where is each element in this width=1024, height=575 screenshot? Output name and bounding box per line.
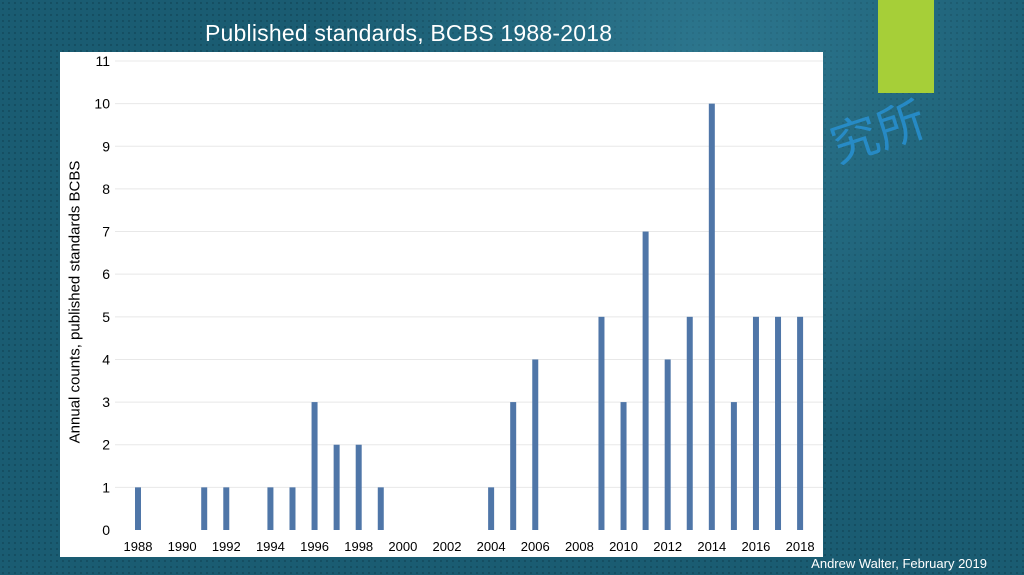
x-tick-label: 2006 [521,539,550,554]
chart-title: Published standards, BCBS 1988-2018 [205,20,613,46]
x-tick-label: 2000 [388,539,417,554]
x-tick-label: 2008 [565,539,594,554]
y-tick-label: 6 [102,266,110,282]
y-tick-label: 0 [102,522,110,538]
bar-2010 [620,402,627,530]
bar-2014 [708,103,715,531]
x-tick-label: 1996 [300,539,329,554]
bar-2016 [752,316,759,530]
bar-2005 [510,402,517,530]
bar-2013 [686,316,693,530]
x-tick-label: 2014 [697,539,726,554]
y-axis-label-container: Annual counts, published standards BCBS [60,52,90,557]
y-axis-label: Annual counts, published standards BCBS [66,160,84,444]
bar-2012 [664,359,671,530]
bar-1998 [355,444,362,530]
y-tick-label: 11 [95,53,110,69]
x-tick-label: 2004 [477,539,506,554]
accent-block [878,0,934,93]
bar-1995 [289,487,296,530]
bar-2009 [598,316,605,530]
bar-1997 [333,444,340,530]
y-tick-label: 5 [102,309,110,325]
bar-2006 [532,359,539,530]
bar-1994 [267,487,274,530]
x-tick-label: 2018 [786,539,815,554]
x-tick-label: 1998 [344,539,373,554]
y-tick-label: 2 [102,437,110,453]
y-tick-label: 3 [102,394,110,410]
watermark-text: 究所 [823,91,933,175]
bar-1988 [135,487,141,530]
y-tick-label: 10 [94,96,110,112]
y-tick-label: 1 [102,479,110,495]
x-tick-label: 2002 [433,539,462,554]
author-credit: Andrew Walter, February 2019 [811,556,987,571]
x-tick-label: 2012 [653,539,682,554]
x-tick-label: 1994 [256,539,285,554]
y-tick-label: 9 [102,138,110,154]
x-tick-label: 1992 [212,539,241,554]
y-tick-label: 8 [102,181,110,197]
bar-1999 [377,487,384,530]
y-tick-label: 4 [102,351,110,367]
x-tick-label: 2010 [609,539,638,554]
x-tick-label: 1988 [124,539,153,554]
bar-2015 [730,402,737,530]
x-tick-label: 2016 [741,539,770,554]
bar-2017 [775,316,782,530]
x-tick-label: 1990 [168,539,197,554]
bar-2011 [642,231,649,530]
bar-1991 [201,487,208,530]
bar-1996 [311,402,318,530]
bar-1992 [223,487,230,530]
bar-2018 [797,316,804,530]
y-tick-label: 7 [102,224,110,240]
bar-2004 [488,487,495,530]
chart-plot-area: 0 1 2 3 4 5 6 7 8 9 10 11 1988 1990 1992 1994 1996 1998 20… [60,52,823,557]
bar-chart: 0 1 2 3 4 5 6 7 8 9 10 11 1988 1990 1992 1994 1996 1998 20… [94,53,823,554]
